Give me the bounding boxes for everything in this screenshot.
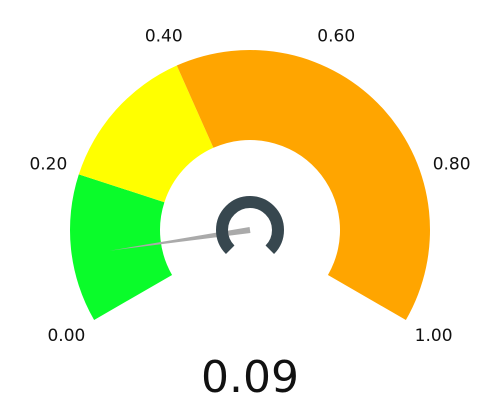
tick-label: 0.40 (145, 26, 183, 46)
tick-label: 0.80 (433, 154, 471, 174)
needle (109, 227, 251, 251)
tick-label: 0.20 (29, 154, 67, 174)
gauge-band (176, 50, 431, 321)
gauge-band (78, 65, 214, 203)
tick-label: 0.60 (317, 26, 355, 46)
needle-cap (216, 196, 284, 255)
tick-label: 0.00 (47, 326, 85, 346)
gauge-value: 0.09 (201, 352, 299, 403)
tick-label: 1.00 (415, 326, 453, 346)
gauge-band (69, 174, 173, 320)
